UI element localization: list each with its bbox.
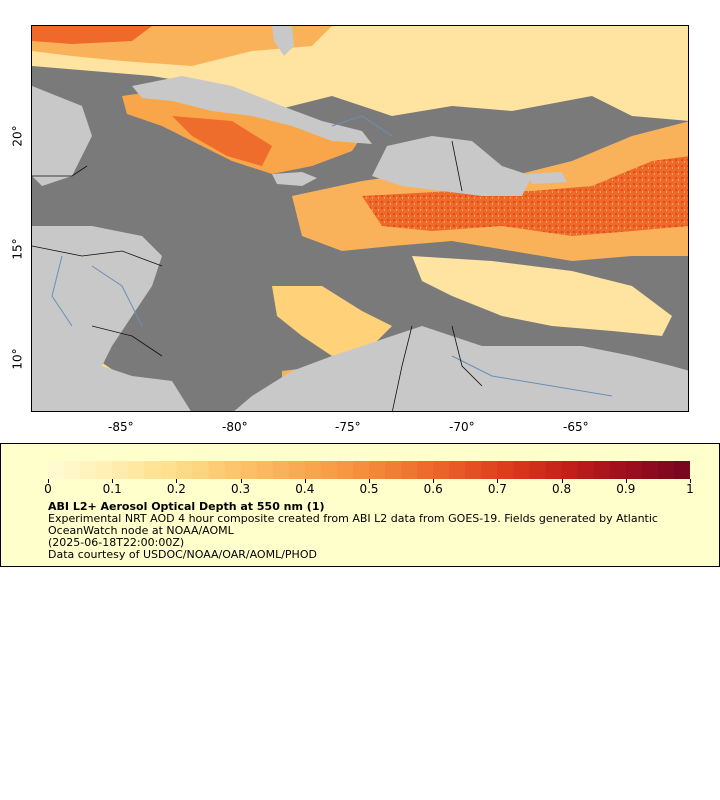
colorbar-tick-mark	[48, 479, 49, 483]
aod-plume-cuba-core	[172, 116, 272, 166]
colorbar-tick-label: 0.5	[359, 482, 379, 496]
colorbar-segment	[401, 461, 418, 479]
colorbar-tick-mark	[497, 479, 499, 483]
colorbar-segment	[513, 461, 531, 479]
colorbar-segment	[128, 461, 145, 479]
colorbar-tick-mark	[369, 479, 370, 483]
colorbar-tick-label: 0	[44, 482, 52, 496]
land-central-america	[32, 226, 191, 411]
colorbar-segment	[497, 461, 515, 479]
colorbar-segment	[561, 461, 579, 479]
colorbar-tick-label: 0.3	[231, 482, 251, 496]
colorbar-segment	[192, 461, 210, 479]
colorbar-segment	[641, 461, 659, 479]
colorbar-tick-label: 0.2	[166, 482, 186, 496]
colorbar-tick-mark	[240, 479, 242, 483]
colorbar-segment	[545, 461, 563, 479]
land-jamaica	[272, 172, 317, 186]
legend-credit: Data courtesy of USDOC/NOAA/OAR/AOML/PHO…	[48, 548, 317, 561]
lon-tick-label: -85°	[108, 420, 134, 434]
legend-text: ABI L2+ Aerosol Optical Depth at 550 nm …	[48, 501, 708, 561]
colorbar-tick-mark	[112, 479, 114, 483]
colorbar-tick-mark	[690, 479, 691, 483]
legend-timestamp: (2025-06-18T22:00:00Z)	[48, 536, 185, 549]
colorbar-segment	[529, 461, 547, 479]
rivers	[51, 115, 613, 397]
legend-panel: ABI L2+ Aerosol Optical Depth at 550 nm …	[0, 443, 720, 567]
colorbar-tick-label: 0.9	[616, 482, 636, 496]
colorbar-segment	[385, 461, 402, 479]
map-plot-area	[31, 25, 689, 412]
colorbar-segment	[625, 461, 643, 479]
legend-description: Experimental NRT AOD 4 hour composite cr…	[48, 512, 658, 537]
land-yucatan	[32, 86, 92, 186]
colorbar-segment	[256, 461, 274, 479]
colorbar-segment	[657, 461, 675, 479]
lon-tick-label: -80°	[222, 420, 248, 434]
lon-tick-label: -70°	[449, 420, 475, 434]
colorbar-segment	[417, 461, 434, 479]
lon-tick-label: -75°	[335, 420, 361, 434]
colorbar-segment	[64, 461, 81, 479]
colorbar-segment	[673, 461, 690, 479]
colorbar-segment	[112, 461, 129, 479]
country-borders	[32, 140, 483, 411]
colorbar-tick-label: 0.4	[295, 482, 315, 496]
land-cuba	[132, 76, 372, 144]
aod-plume-south-west	[272, 286, 392, 356]
colorbar-segment	[208, 461, 226, 479]
colorbar-segment	[48, 461, 65, 479]
colorbar-segment	[433, 461, 450, 479]
colorbar-segment	[96, 461, 113, 479]
colorbar-segment	[320, 461, 338, 479]
colorbar-tick-label: 0.1	[102, 482, 122, 496]
colorbar-segment	[449, 461, 466, 479]
colorbar-tick-mark	[561, 479, 563, 483]
aod-map	[32, 26, 688, 411]
colorbar-segment	[160, 461, 177, 479]
colorbar-segment	[577, 461, 595, 479]
colorbar-tick-label: 0.7	[487, 482, 507, 496]
colorbar-tick-mark	[304, 479, 306, 483]
colorbar-segment	[240, 461, 258, 479]
lat-tick-label: 20°	[10, 125, 25, 147]
aod-plume-central-speckle	[362, 156, 688, 236]
colorbar-segment	[272, 461, 290, 479]
lat-tick-label: 10°	[10, 348, 25, 370]
aod-plume-north-west	[32, 26, 152, 44]
land-puerto-rico	[527, 172, 567, 184]
aod-plume-south-east	[412, 256, 672, 336]
aod-colorbar	[48, 461, 690, 479]
colorbar-segment	[609, 461, 627, 479]
colorbar-segment	[144, 461, 161, 479]
colorbar-segment	[465, 461, 482, 479]
colorbar-segment	[369, 461, 386, 479]
colorbar-tick-mark	[433, 479, 435, 483]
legend-title: ABI L2+ Aerosol Optical Depth at 550 nm …	[48, 500, 325, 513]
colorbar-segment	[80, 461, 97, 479]
colorbar-segment	[176, 461, 194, 479]
colorbar-segment	[288, 461, 306, 479]
colorbar-tick-mark	[176, 479, 178, 483]
colorbar-tick-mark	[625, 479, 627, 483]
colorbar-tick-label: 0.6	[423, 482, 443, 496]
colorbar-segment	[336, 461, 354, 479]
land-hispaniola	[372, 136, 532, 196]
colorbar-tick-label: 1	[686, 482, 694, 496]
land-florida	[272, 26, 294, 56]
colorbar-segment	[481, 461, 498, 479]
lat-tick-label: 15°	[10, 238, 25, 260]
colorbar-segment	[593, 461, 611, 479]
colorbar-segment	[224, 461, 242, 479]
colorbar-segment	[352, 461, 370, 479]
colorbar-tick-label: 0.8	[552, 482, 572, 496]
colorbar-segment	[304, 461, 322, 479]
lon-tick-label: -65°	[563, 420, 589, 434]
